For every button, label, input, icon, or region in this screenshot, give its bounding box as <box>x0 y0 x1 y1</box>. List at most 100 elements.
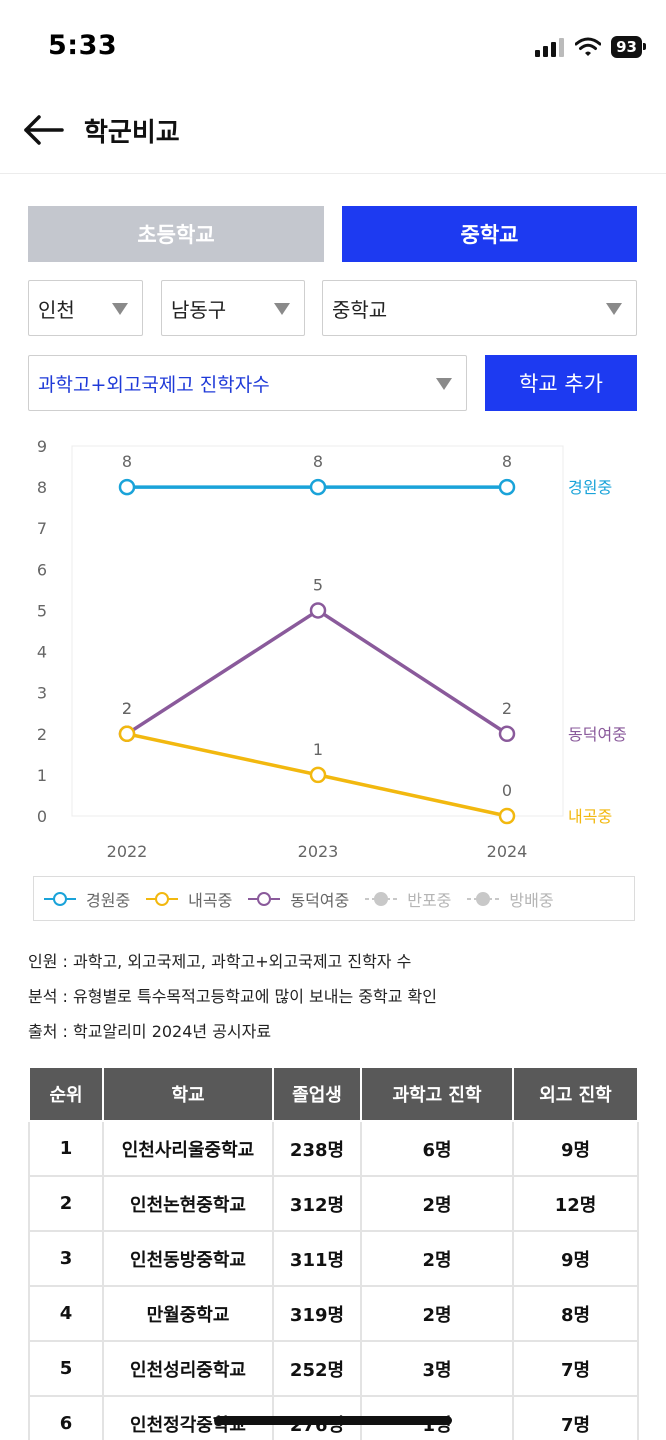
school-name-cell: 인천논현중학교 <box>102 1175 274 1232</box>
legend-label: 내곡중 <box>188 890 233 910</box>
science-hs-cell: 2명 <box>360 1285 514 1342</box>
school-level-select[interactable]: 중학교 <box>322 280 637 336</box>
school-name-cell: 만월중학교 <box>102 1285 274 1342</box>
note-line: 분석 : 유형별로 특수목적고등학교에 많이 보내는 중학교 확인 <box>28 987 437 1006</box>
district-select-value: 남동구 <box>171 297 227 322</box>
data-point <box>498 725 516 743</box>
metric-select[interactable]: 과학고+외고국제고 진학자수 <box>28 355 467 411</box>
dropdown-caret-icon <box>112 303 128 315</box>
legend-marker-icon <box>467 891 500 906</box>
data-label: 2 <box>502 699 512 718</box>
data-label: 0 <box>502 781 512 800</box>
legend-item[interactable]: 방배중 <box>465 887 554 911</box>
legend-label: 방배중 <box>509 890 554 910</box>
data-point <box>309 602 327 619</box>
data-point <box>309 766 327 784</box>
data-point <box>118 478 136 496</box>
wifi-icon <box>575 37 602 56</box>
series-end-label: 동덕여중 <box>568 725 627 744</box>
legend-label: 경원중 <box>86 890 131 910</box>
foreign-language-hs-cell: 9명 <box>512 1120 639 1177</box>
tab-middle-school[interactable]: 중학교 <box>342 206 637 262</box>
rank-cell: 5 <box>28 1340 104 1397</box>
x-axis-tick-label: 2022 <box>107 842 148 861</box>
data-point <box>118 725 136 743</box>
data-label: 8 <box>313 452 323 471</box>
rank-cell: 6 <box>28 1395 104 1440</box>
header-graduates: 졸업생 <box>272 1066 362 1122</box>
series-line <box>126 608 508 736</box>
y-axis-tick-label: 1 <box>37 766 47 785</box>
home-indicator <box>214 1416 452 1425</box>
data-point <box>498 478 516 496</box>
legend-marker-icon <box>44 891 76 906</box>
school-name-cell: 인천동방중학교 <box>102 1230 274 1287</box>
data-label: 8 <box>122 452 132 471</box>
graduates-cell: 252명 <box>272 1340 362 1397</box>
legend-item[interactable]: 반포중 <box>363 887 451 911</box>
graduates-cell: 238명 <box>272 1120 362 1177</box>
dropdown-caret-icon <box>274 303 290 315</box>
battery-icon: 93 <box>611 36 646 58</box>
graduates-cell: 312명 <box>272 1175 362 1232</box>
foreign-language-hs-cell: 7명 <box>512 1340 639 1397</box>
rank-cell: 1 <box>28 1120 104 1177</box>
data-label: 5 <box>313 575 323 594</box>
legend-item[interactable]: 내곡중 <box>144 887 232 911</box>
school-level-select-value: 중학교 <box>332 297 388 322</box>
note-line: 출처 : 학교알리미 2024년 공시자료 <box>28 1022 272 1041</box>
chart-notes: 인원 : 과학고, 외고국제고, 과학고+외고국제고 진학자 수 분석 : 유형… <box>28 944 437 1049</box>
data-label: 8 <box>502 452 512 471</box>
page-title: 학군비교 <box>84 118 180 148</box>
legend-marker-icon <box>248 891 281 906</box>
back-button[interactable] <box>22 114 64 146</box>
y-axis-tick-label: 6 <box>37 560 47 579</box>
y-axis-tick-label: 5 <box>37 601 47 620</box>
arrow-left-icon <box>24 115 64 145</box>
data-label: 2 <box>122 699 132 718</box>
school-name-cell: 인천성리중학교 <box>102 1340 274 1397</box>
cellular-signal-icon <box>535 38 565 57</box>
rank-cell: 4 <box>28 1285 104 1342</box>
city-select[interactable]: 인천 <box>28 280 143 336</box>
status-icons: 93 <box>535 36 646 58</box>
rank-cell: 2 <box>28 1175 104 1232</box>
rank-cell: 3 <box>28 1230 104 1287</box>
table-row: 2 인천논현중학교 312명 2명 12명 <box>28 1175 639 1232</box>
data-label: 1 <box>313 740 323 759</box>
legend-item[interactable]: 동덕여중 <box>246 887 349 911</box>
table-row: 6 인천정각중학교 276명 1명 7명 <box>28 1395 639 1440</box>
graduates-cell: 319명 <box>272 1285 362 1342</box>
science-hs-cell: 6명 <box>360 1120 514 1177</box>
district-select[interactable]: 남동구 <box>161 280 305 336</box>
status-time: 5:33 <box>48 30 118 61</box>
table-row: 1 인천사리울중학교 238명 6명 9명 <box>28 1120 639 1177</box>
data-point <box>309 478 327 496</box>
add-school-button[interactable]: 학교 추가 <box>485 355 637 411</box>
science-hs-cell: 3명 <box>360 1340 514 1397</box>
dropdown-caret-icon <box>606 303 622 315</box>
foreign-language-hs-cell: 12명 <box>512 1175 639 1232</box>
y-axis-tick-label: 2 <box>37 725 47 744</box>
y-axis-tick-label: 4 <box>37 643 47 662</box>
science-hs-cell: 2명 <box>360 1175 514 1232</box>
ranking-table: 순위 학교 졸업생 과학고 진학 외고 진학 1 인천사리울중학교 238명 6명 9명… <box>28 1066 639 1440</box>
series-end-label: 내곡중 <box>568 807 612 826</box>
legend-item[interactable]: 경원중 <box>42 887 130 911</box>
school-name-cell: 인천사리울중학교 <box>102 1120 274 1177</box>
app-header: 학군비교 <box>0 96 666 174</box>
table-row: 4 만월중학교 319명 2명 8명 <box>28 1285 639 1342</box>
header-foreign-language-hs: 외고 진학 <box>512 1066 639 1122</box>
tab-elementary-school[interactable]: 초등학교 <box>28 206 324 262</box>
table-row: 5 인천성리중학교 252명 3명 7명 <box>28 1340 639 1397</box>
header-science-hs: 과학고 진학 <box>360 1066 514 1122</box>
legend-label: 반포중 <box>407 890 452 910</box>
legend-marker-icon <box>146 891 179 906</box>
y-axis-tick-label: 3 <box>37 684 47 703</box>
y-axis-tick-label: 0 <box>37 807 47 826</box>
legend-marker-icon <box>365 891 398 906</box>
foreign-language-hs-cell: 9명 <box>512 1230 639 1287</box>
metric-select-value: 과학고+외고국제고 진학자수 <box>38 373 270 396</box>
data-point <box>498 807 516 825</box>
